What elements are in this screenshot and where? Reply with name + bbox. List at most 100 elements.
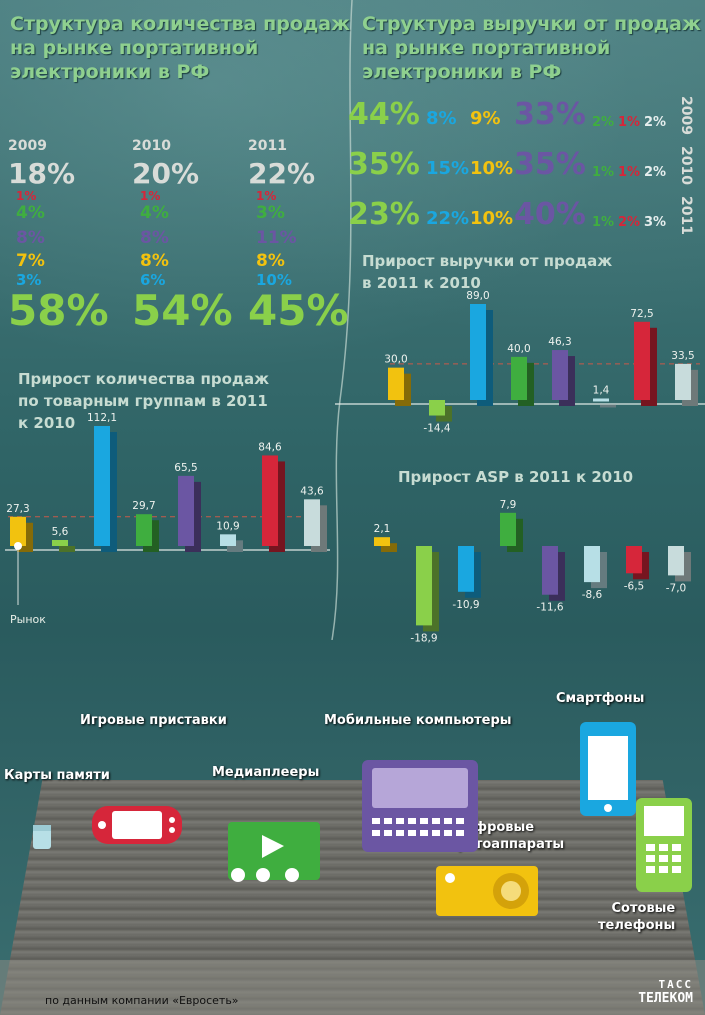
data-label: -7,0 bbox=[666, 582, 687, 594]
bar bbox=[374, 537, 390, 546]
qty-share-value: 1% bbox=[140, 189, 161, 203]
rev-share-value: 40% bbox=[514, 197, 586, 232]
rev-share-value: 23% bbox=[348, 197, 420, 232]
qty-share-value: 3% bbox=[16, 271, 42, 289]
data-label: 10,9 bbox=[216, 520, 239, 532]
qty-share-value: 1% bbox=[256, 189, 277, 203]
qty-share-value: 54% bbox=[132, 286, 233, 335]
data-label: 43,6 bbox=[300, 485, 324, 497]
data-label: 84,6 bbox=[258, 441, 282, 453]
smartphone-icon bbox=[580, 722, 636, 816]
rev-share-value: 1% bbox=[592, 215, 615, 230]
data-label: -10,9 bbox=[452, 599, 479, 611]
bar bbox=[593, 398, 609, 402]
qty-share-value: 4% bbox=[140, 203, 169, 223]
bar bbox=[634, 321, 650, 400]
rev-share-value: 3% bbox=[644, 215, 667, 230]
bar-shadow bbox=[59, 546, 75, 552]
qty-share-value: 6% bbox=[140, 271, 166, 289]
market-dot bbox=[14, 542, 22, 550]
data-label: 1,4 bbox=[593, 384, 610, 396]
data-label: 72,5 bbox=[630, 308, 653, 320]
bar bbox=[552, 350, 568, 400]
label-game-consoles: Игровые приставки bbox=[80, 713, 227, 728]
qty-share-value: 11% bbox=[256, 228, 297, 248]
qty-growth-title: Прирост количества продаж по товарным гр… bbox=[18, 370, 270, 432]
bar bbox=[458, 546, 474, 592]
bar bbox=[429, 400, 445, 416]
data-label: 30,0 bbox=[384, 354, 407, 366]
data-label: -6,5 bbox=[624, 580, 645, 592]
data-label: -14,4 bbox=[423, 423, 450, 435]
qty-share-value: 8% bbox=[256, 251, 285, 271]
rev-share-value: 2% bbox=[592, 115, 615, 130]
data-label: 29,7 bbox=[132, 500, 155, 512]
market-label: Рынок bbox=[10, 613, 46, 626]
cell-phone-icon bbox=[636, 798, 692, 892]
bar bbox=[416, 546, 432, 626]
bar bbox=[500, 512, 516, 546]
qty-structure-title: Структура количества продаж на рынке пор… bbox=[10, 13, 350, 83]
rev-share-value: 15% bbox=[426, 158, 470, 179]
chalkboard-background bbox=[0, 0, 705, 420]
data-label: -8,6 bbox=[582, 589, 603, 601]
bar bbox=[94, 426, 110, 546]
qty-share-value: 3% bbox=[256, 203, 285, 223]
bar bbox=[304, 499, 320, 546]
wooden-table-edge bbox=[0, 960, 705, 1015]
rev-share-value: 33% bbox=[514, 97, 586, 132]
label-mobile-pcs: Мобильные компьютеры bbox=[324, 713, 512, 728]
data-label: 27,3 bbox=[6, 503, 29, 515]
qty-year-label: 2009 bbox=[8, 138, 47, 154]
rev-share-value: 8% bbox=[426, 108, 457, 129]
rev-structure-title: Структура выручки от продаж на рынке пор… bbox=[362, 13, 701, 83]
data-label: 112,1 bbox=[87, 412, 117, 424]
game-console-icon bbox=[92, 806, 182, 844]
qty-share-value: 18% bbox=[8, 157, 76, 190]
label-cell-phones: Сотовые телефоны bbox=[598, 901, 676, 933]
bar bbox=[136, 514, 152, 546]
qty-share-value: 8% bbox=[140, 228, 169, 248]
data-label: 2,1 bbox=[374, 523, 391, 535]
source-note: по данным компании «Евросеть» bbox=[45, 994, 239, 1007]
bar bbox=[470, 304, 486, 400]
bar bbox=[388, 367, 404, 400]
rev-share-value: 9% bbox=[470, 108, 501, 129]
bar bbox=[220, 534, 236, 546]
bar bbox=[675, 363, 691, 400]
tass-telecom-logo: ТАСС ТЕЛЕКОМ bbox=[638, 978, 693, 1006]
rev-share-value: 10% bbox=[470, 208, 514, 229]
rev-growth-title: Прирост выручки от продаж в 2011 к 2010 bbox=[362, 252, 613, 292]
product-icons bbox=[33, 722, 692, 916]
qty-share-value: 1% bbox=[16, 189, 37, 203]
data-label: 89,0 bbox=[466, 290, 489, 302]
qty-year-label: 2011 bbox=[248, 138, 287, 154]
rev-year-label: 2009 bbox=[678, 96, 694, 135]
mobile-pc-icon bbox=[362, 760, 478, 852]
qty-share-value: 22% bbox=[248, 157, 316, 190]
bar-shadow bbox=[227, 540, 243, 552]
qty-share-value: 4% bbox=[16, 203, 45, 223]
data-label: 33,5 bbox=[671, 350, 694, 362]
qty-share-value: 8% bbox=[16, 228, 45, 248]
bar-shadow bbox=[600, 404, 616, 408]
rev-share-value: 1% bbox=[592, 165, 615, 180]
bar bbox=[52, 540, 68, 546]
bar bbox=[668, 546, 684, 576]
qty-share-value: 8% bbox=[140, 251, 169, 271]
rev-share-value: 1% bbox=[618, 115, 641, 130]
qty-share-value: 10% bbox=[256, 271, 292, 289]
camera-icon bbox=[436, 866, 538, 916]
label-memory-cards: Карты памяти bbox=[4, 768, 110, 783]
bar bbox=[542, 546, 558, 595]
rev-share-value: 10% bbox=[470, 158, 514, 179]
rev-share-value: 35% bbox=[348, 147, 420, 182]
data-label: -18,9 bbox=[410, 632, 437, 644]
bar bbox=[584, 546, 600, 583]
qty-share-value: 58% bbox=[8, 286, 109, 335]
bar bbox=[178, 475, 194, 546]
divider-line bbox=[331, 0, 353, 640]
rev-share-value: 2% bbox=[618, 215, 641, 230]
memory-card-icon bbox=[33, 825, 51, 849]
label-media-players: Медиаплееры bbox=[212, 765, 320, 780]
